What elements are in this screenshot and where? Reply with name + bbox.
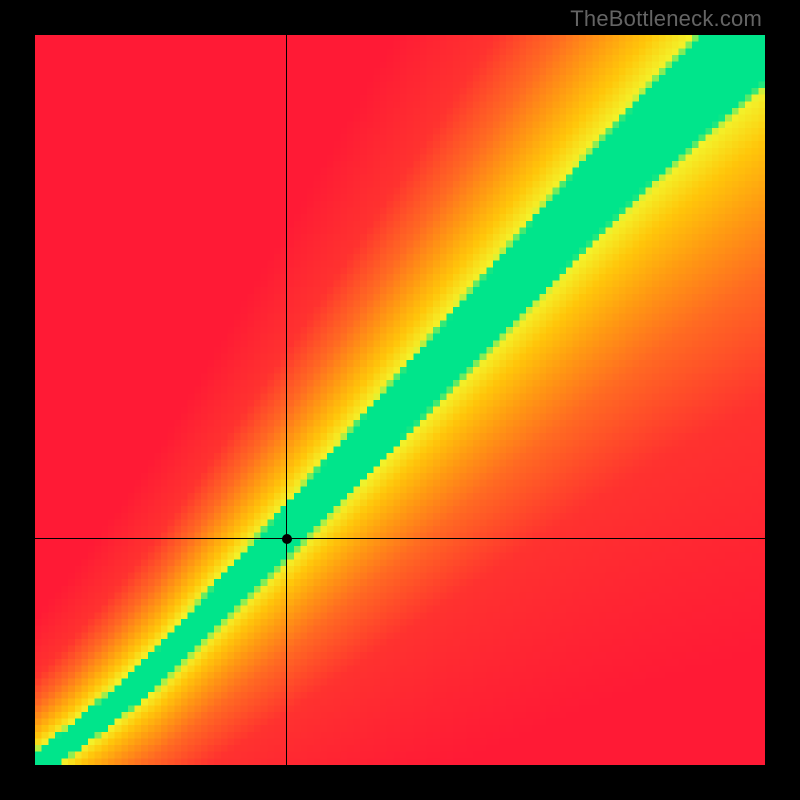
crosshair-vertical (286, 35, 287, 765)
watermark-text: TheBottleneck.com (570, 6, 762, 32)
crosshair-horizontal (35, 538, 765, 539)
crosshair-marker (282, 534, 292, 544)
heatmap-canvas (35, 35, 765, 765)
bottleneck-heatmap (35, 35, 765, 765)
